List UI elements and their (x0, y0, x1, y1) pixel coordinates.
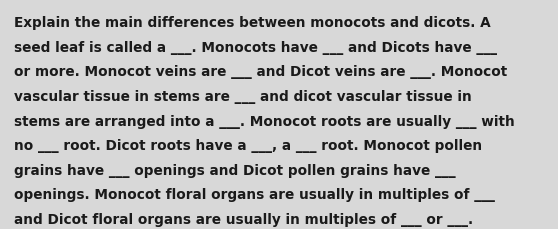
Text: vascular tissue in stems are ___ and dicot vascular tissue in: vascular tissue in stems are ___ and dic… (14, 90, 472, 104)
Text: stems are arranged into a ___. Monocot roots are usually ___ with: stems are arranged into a ___. Monocot r… (14, 114, 514, 128)
Text: openings. Monocot floral organs are usually in multiples of ___: openings. Monocot floral organs are usua… (14, 188, 495, 202)
Text: grains have ___ openings and Dicot pollen grains have ___: grains have ___ openings and Dicot polle… (14, 163, 455, 177)
Text: no ___ root. Dicot roots have a ___, a ___ root. Monocot pollen: no ___ root. Dicot roots have a ___, a _… (14, 139, 482, 153)
Text: seed leaf is called a ___. Monocots have ___ and Dicots have ___: seed leaf is called a ___. Monocots have… (14, 41, 497, 55)
Text: or more. Monocot veins are ___ and Dicot veins are ___. Monocot: or more. Monocot veins are ___ and Dicot… (14, 65, 507, 79)
Text: and Dicot floral organs are usually in multiples of ___ or ___.: and Dicot floral organs are usually in m… (14, 212, 473, 226)
Text: Explain the main differences between monocots and dicots. A: Explain the main differences between mon… (14, 16, 490, 30)
